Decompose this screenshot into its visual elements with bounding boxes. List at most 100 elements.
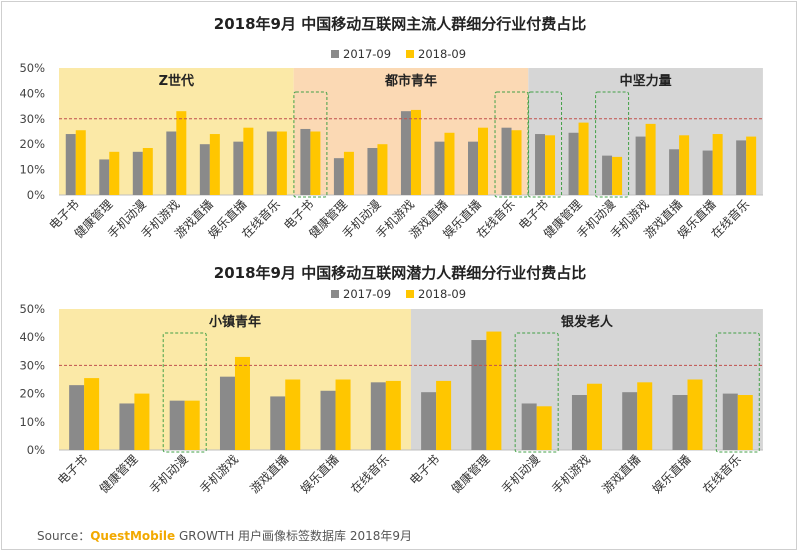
- bar-2018-09: [679, 135, 690, 195]
- bar-2017-09: [199, 144, 210, 195]
- bar-2017-09: [622, 392, 638, 450]
- bar-2018-09: [343, 151, 354, 195]
- bar-2017-09: [571, 395, 587, 450]
- bar-2017-09: [119, 403, 135, 450]
- source-text: GROWTH 用户画像标签数据库 2018年9月: [175, 529, 413, 543]
- source-brand: QuestMobile: [90, 529, 176, 543]
- y-tick-label: 10%: [19, 415, 45, 429]
- bar-2018-09: [276, 131, 287, 195]
- bar-2017-09: [672, 395, 688, 450]
- bar-2018-09: [84, 378, 100, 450]
- legend-label: 2018-09: [418, 47, 466, 61]
- bar-2018-09: [234, 356, 250, 450]
- x-tick-label: 健康管理: [96, 452, 141, 497]
- bar-2018-09: [75, 130, 86, 195]
- bar-2017-09: [300, 128, 311, 195]
- legend-swatch: [331, 50, 339, 58]
- bar-2018-09: [142, 148, 153, 195]
- bar-2017-09: [421, 392, 437, 450]
- bar-2018-09: [176, 111, 187, 195]
- x-tick-label: 在线音乐: [699, 452, 744, 497]
- y-tick-label: 30%: [19, 112, 45, 126]
- y-tick-label: 0%: [27, 188, 45, 202]
- highlight-box: [528, 91, 563, 198]
- bar-2017-09: [333, 158, 344, 195]
- group-label: 银发老人: [561, 314, 614, 330]
- y-tick-label: 20%: [19, 387, 45, 401]
- y-tick-label: 10%: [19, 163, 45, 177]
- bar-2018-09: [486, 331, 502, 450]
- y-tick-label: 50%: [19, 61, 45, 75]
- bar-2017-09: [65, 134, 76, 195]
- y-tick-label: 50%: [19, 302, 45, 316]
- highlight-box: [494, 91, 529, 198]
- highlight-box: [293, 91, 328, 198]
- x-tick-label: 手机游戏: [197, 452, 241, 496]
- bar-2018-09: [436, 380, 452, 450]
- bar-2017-09: [635, 136, 646, 195]
- bar-2017-09: [370, 382, 386, 450]
- bar-2018-09: [645, 123, 656, 195]
- bar-2017-09: [702, 150, 713, 195]
- bar-2018-09: [737, 395, 753, 450]
- bar-2017-09: [99, 159, 110, 195]
- group-label: 小镇青年: [209, 314, 261, 330]
- x-tick-label: 手机动漫: [499, 452, 543, 496]
- bar-2017-09: [166, 131, 177, 195]
- bar-2018-09: [335, 379, 351, 450]
- bar-2018-09: [637, 382, 653, 450]
- highlight-box: [595, 91, 630, 198]
- bar-2018-09: [377, 144, 388, 195]
- bar-2017-09: [233, 141, 244, 195]
- bar-2017-09: [320, 390, 336, 450]
- bar-2017-09: [468, 141, 478, 195]
- bar-2018-09: [746, 136, 757, 195]
- bar-2017-09: [434, 141, 445, 195]
- bar-2017-09: [367, 148, 378, 195]
- x-tick-label: 健康管理: [448, 452, 493, 497]
- bar-2018-09: [385, 380, 401, 450]
- legend-label: 2017-09: [343, 47, 391, 61]
- x-tick-label: 手机动漫: [147, 452, 191, 496]
- x-tick-label: 娱乐直播: [650, 452, 694, 496]
- x-tick-label: 游戏直播: [248, 452, 292, 496]
- bar-2018-09: [444, 132, 455, 195]
- bar-2018-09: [410, 109, 421, 195]
- source-note: Source：QuestMobile GROWTH 用户画像标签数据库 2018…: [37, 527, 412, 544]
- group-label: 都市青年: [384, 73, 437, 89]
- bar-2017-09: [669, 149, 680, 195]
- chart-title: 2018年9月 中国移动互联网潜力人群细分行业付费占比: [214, 264, 586, 282]
- bar-2017-09: [400, 111, 411, 195]
- bar-2017-09: [736, 140, 747, 195]
- bar-2018-09: [586, 383, 602, 450]
- legend-swatch: [406, 290, 414, 298]
- bar-2018-09: [285, 379, 301, 450]
- x-tick-label: 在线音乐: [347, 452, 392, 497]
- bar-2017-09: [266, 131, 277, 195]
- bar-2017-09: [568, 132, 579, 195]
- bar-2017-09: [69, 385, 85, 450]
- bar-2018-09: [478, 127, 488, 195]
- legend-swatch: [406, 50, 414, 58]
- bar-2017-09: [219, 376, 235, 450]
- bar-2018-09: [184, 400, 200, 450]
- bar-2018-09: [545, 135, 556, 195]
- group-label: Z世代: [159, 73, 194, 89]
- y-tick-label: 40%: [19, 86, 45, 100]
- bar-2018-09: [578, 122, 589, 195]
- bar-2018-09: [612, 156, 623, 195]
- y-tick-label: 30%: [19, 358, 45, 372]
- bar-2017-09: [535, 134, 546, 195]
- x-tick-label: 电子书: [407, 452, 442, 487]
- y-tick-label: 40%: [19, 330, 45, 344]
- legend-label: 2018-09: [418, 287, 466, 301]
- legend-swatch: [331, 290, 339, 298]
- bar-2018-09: [687, 379, 703, 450]
- bar-2017-09: [521, 403, 537, 450]
- x-tick-label: 电子书: [55, 452, 90, 487]
- bar-2018-09: [536, 406, 552, 450]
- bar-2018-09: [310, 131, 321, 195]
- bar-2018-09: [109, 151, 120, 195]
